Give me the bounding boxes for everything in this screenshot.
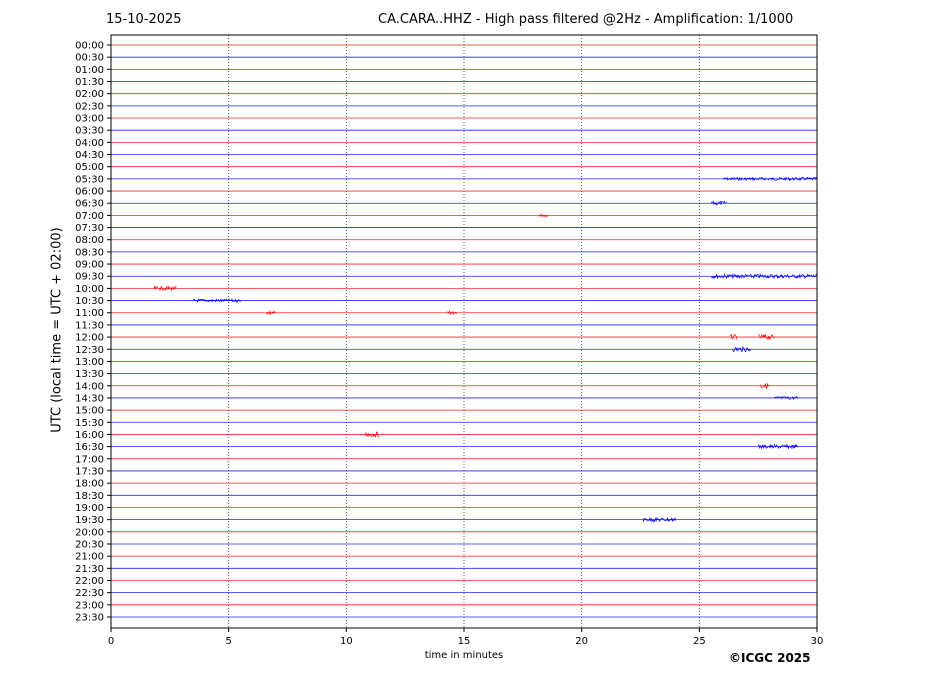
y-tick-label: 06:30 [75,199,104,210]
seismic-event [732,345,751,353]
x-tick-label: 25 [693,636,706,647]
seismic-event [153,285,177,292]
y-tick-label: 05:30 [75,174,104,185]
y-tick-label: 19:00 [75,503,104,514]
seismic-event [729,333,738,340]
y-tick-label: 23:30 [75,613,104,624]
y-tick-label: 09:30 [75,272,104,283]
seismic-event [266,310,276,315]
y-tick-label: 10:30 [75,296,104,307]
y-tick-label: 03:30 [75,126,104,137]
y-tick-label: 13:30 [75,369,104,380]
x-tick-label: 10 [340,636,353,647]
seismic-event [757,443,799,450]
y-tick-label: 17:00 [75,454,104,465]
y-tick-label: 11:00 [75,308,104,319]
y-tick-label: 04:00 [75,138,104,149]
seismic-event [193,298,241,303]
y-tick-label: 14:30 [75,393,104,404]
y-tick-label: 04:30 [75,150,104,161]
x-tick-label: 30 [811,636,824,647]
y-tick-label: 10:00 [75,284,104,295]
y-tick-label: 00:00 [75,41,104,52]
y-tick-label: 01:00 [75,65,104,76]
y-tick-label: 22:30 [75,588,104,599]
chart-title: CA.CARA..HHZ - High pass filtered @2Hz -… [378,12,794,27]
x-tick-label: 0 [108,636,114,647]
seismic-event [722,176,817,182]
y-tick-label: 07:00 [75,211,104,222]
y-tick-label: 19:30 [75,515,104,526]
y-tick-label: 08:00 [75,235,104,246]
y-tick-label: 21:30 [75,564,104,575]
x-axis-label: time in minutes [424,650,504,661]
y-tick-label: 12:30 [75,345,104,356]
seismic-event [710,272,817,280]
date-label: 15-10-2025 [106,12,182,27]
copyright: ©ICGC 2025 [729,651,811,665]
seismic-event [642,516,677,523]
y-tick-label: 16:30 [75,442,104,453]
seismic-event [758,333,775,341]
y-tick-label: 09:00 [75,260,104,271]
x-tick-label: 20 [575,636,588,647]
x-tick-label: 15 [458,636,471,647]
y-tick-label: 01:30 [75,77,104,88]
plot-frame [110,34,818,629]
seismic-event [710,200,728,206]
y-tick-label: 20:00 [75,527,104,538]
y-tick-label: 12:00 [75,333,104,344]
y-tick-label: 02:30 [75,101,104,112]
y-tick-label: 13:00 [75,357,104,368]
x-tick-label: 5 [225,636,231,647]
y-tick-label: 06:00 [75,187,104,198]
seismic-event [539,213,549,218]
seismic-event [760,382,770,390]
seismic-event [364,431,380,438]
y-tick-label: 22:00 [75,576,104,587]
y-tick-label: 07:30 [75,223,104,234]
y-tick-label: 18:00 [75,479,104,490]
y-tick-label: 15:30 [75,418,104,429]
y-tick-label: 08:30 [75,247,104,258]
y-tick-label: 03:00 [75,114,104,125]
y-tick-label: 00:30 [75,53,104,64]
y-tick-label: 02:00 [75,89,104,100]
y-tick-label: 21:00 [75,552,104,563]
seismic-event [774,395,799,401]
y-tick-label: 11:30 [75,320,104,331]
y-tick-label: 15:00 [75,406,104,417]
seismic-event [447,310,457,316]
y-tick-label: 18:30 [75,491,104,502]
y-tick-label: 23:00 [75,600,104,611]
y-tick-label: 05:00 [75,162,104,173]
y-tick-label: 17:30 [75,466,104,477]
y-tick-label: 16:00 [75,430,104,441]
y-tick-label: 20:30 [75,539,104,550]
y-tick-label: 14:00 [75,381,104,392]
